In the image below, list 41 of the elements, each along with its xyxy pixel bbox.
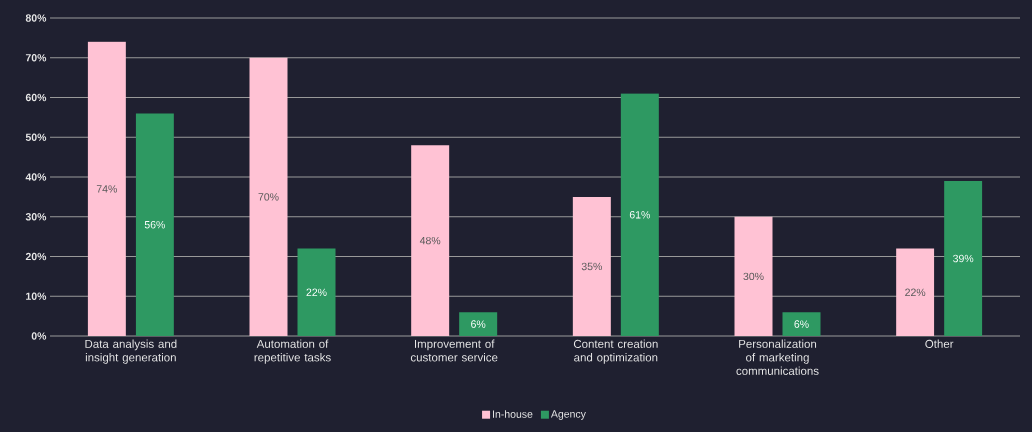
data-label: 61% xyxy=(629,211,650,219)
bar xyxy=(135,113,174,336)
data-label: 30% xyxy=(743,272,764,281)
y-tick-label: 60% xyxy=(25,93,47,102)
data-label: 22% xyxy=(905,288,926,296)
bar xyxy=(572,196,611,336)
data-label: 6% xyxy=(794,320,809,328)
bar xyxy=(944,180,983,336)
bar xyxy=(87,41,126,336)
y-tick-label: 0% xyxy=(31,332,47,340)
x-tick-label: Improvement of customer service xyxy=(410,339,498,362)
bar xyxy=(782,312,821,336)
y-tick-label: 70% xyxy=(25,54,47,62)
data-label: 6% xyxy=(471,320,486,328)
x-tick-label: Content creation and optimization xyxy=(573,339,658,364)
bar xyxy=(411,145,450,336)
x-tick-label: Personalization of marketing communications xyxy=(736,339,819,375)
data-label: 35% xyxy=(581,262,602,271)
bar xyxy=(734,216,773,336)
data-label: 22% xyxy=(306,288,327,296)
legend-label: Agency xyxy=(550,410,586,420)
data-label: 74% xyxy=(96,185,117,193)
x-tick-label: Data analysis and insight generation xyxy=(85,339,177,364)
data-label: 56% xyxy=(144,220,165,229)
y-tick-label: 30% xyxy=(25,213,47,221)
data-label: 70% xyxy=(258,193,279,201)
bar xyxy=(896,248,935,336)
y-tick-label: 10% xyxy=(26,292,47,300)
y-tick-label: 50% xyxy=(25,133,47,141)
bar xyxy=(249,57,288,336)
bar xyxy=(620,93,659,336)
x-tick-label: Other xyxy=(925,339,954,348)
data-label: 39% xyxy=(953,254,974,263)
y-tick-label: 40% xyxy=(25,173,47,181)
bar xyxy=(459,312,498,336)
y-tick-label: 80% xyxy=(25,14,47,22)
data-label: 48% xyxy=(419,236,441,245)
bar xyxy=(297,248,336,336)
legend-label: In-house xyxy=(493,410,533,418)
x-tick-label: Automation of repetitive tasks xyxy=(254,339,331,364)
y-tick-label: 20% xyxy=(25,252,47,261)
